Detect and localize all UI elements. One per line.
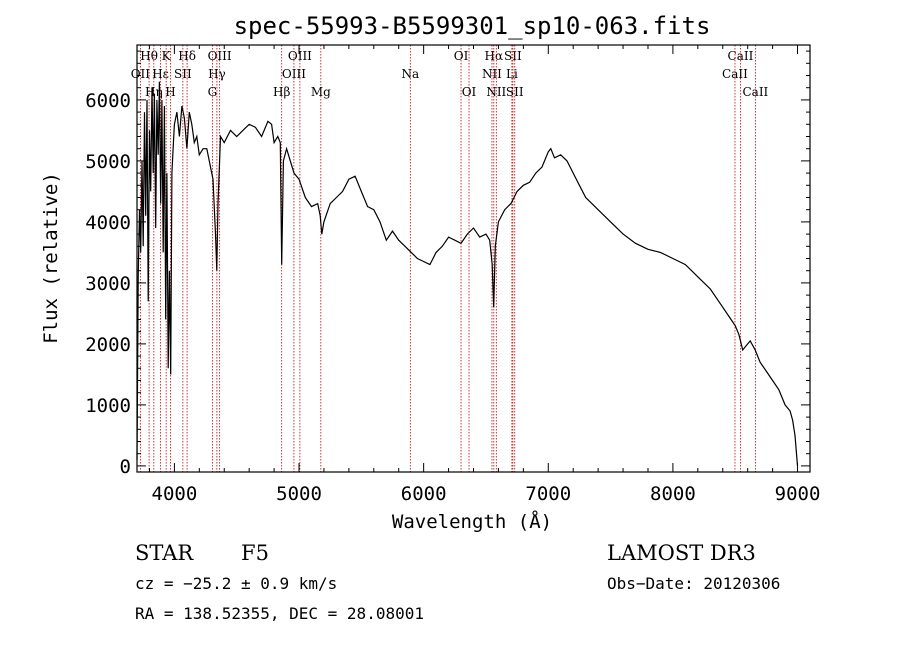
line-marker-label: OIII	[208, 49, 232, 63]
obs-date: Obs−Date: 20120306	[607, 574, 780, 593]
line-marker-label: OIII	[282, 67, 306, 81]
line-marker-label: OI	[462, 85, 477, 99]
line-marker-label: SII	[506, 85, 524, 99]
redshift-line: cz = −25.2 ± 0.9 km/s	[135, 574, 337, 593]
line-marker-label: OI	[454, 49, 469, 63]
x-tick-label: 8000	[650, 483, 696, 505]
line-marker-label: K	[162, 49, 172, 63]
line-marker-label: SII	[504, 49, 522, 63]
y-axis-label: Flux (relative)	[40, 172, 62, 344]
x-axis-ticks: 4000 5000 6000 7000 8000 9000	[148, 45, 821, 505]
chart-title: spec-55993-B5599301_sp10-063.fits	[234, 12, 711, 40]
line-marker-label: NII	[486, 85, 506, 99]
x-tick-label: 6000	[401, 483, 447, 505]
x-tick-label: 4000	[152, 483, 198, 505]
y-tick-label: 6000	[85, 90, 131, 112]
plot-frame	[136, 44, 811, 473]
line-marker-label: Hγ	[208, 67, 226, 81]
y-tick-label: 0	[120, 456, 131, 478]
y-tick-label: 1000	[85, 395, 131, 417]
y-axis-ticks: 0 1000 2000 3000 4000 5000 6000	[85, 50, 810, 478]
line-marker-label: Na	[401, 67, 419, 81]
y-tick-label: 2000	[85, 334, 131, 356]
line-marker-label: Li	[506, 67, 518, 81]
y-tick-label: 3000	[85, 273, 131, 295]
line-marker-label: CaII	[742, 85, 768, 99]
object-class: STAR	[135, 541, 194, 565]
line-marker-label: SII	[174, 67, 192, 81]
x-axis-label: Wavelength (Å)	[392, 510, 552, 533]
line-marker-label: NII	[482, 67, 502, 81]
y-tick-label: 5000	[85, 151, 131, 173]
line-marker-label: CaII	[728, 49, 754, 63]
object-subclass: F5	[241, 541, 269, 565]
line-marker-label: Hδ	[178, 49, 196, 63]
x-tick-label: 5000	[276, 483, 322, 505]
coordinates: RA = 138.52355, DEC = 28.08001	[135, 604, 424, 623]
line-marker-label: H	[165, 85, 175, 99]
line-marker-label: Hα	[485, 49, 504, 63]
line-marker-label: CaII	[722, 67, 748, 81]
line-marker-label: OIII	[288, 49, 312, 63]
line-markers-group: Hθ OII Hη Hε K H Hδ SII OIII Hγ G Hβ OIII OIII Mg Na OI O…	[131, 45, 769, 472]
line-marker-label: Hβ	[273, 85, 290, 99]
line-marker-label: OII	[131, 67, 151, 81]
line-marker-label: G	[208, 85, 218, 99]
line-marker-label: Hθ	[140, 49, 158, 63]
line-marker-label: Hη	[145, 85, 163, 99]
line-marker-label: Hε	[152, 67, 169, 81]
x-tick-label: 7000	[525, 483, 571, 505]
spectrum-line	[136, 81, 799, 466]
x-tick-label: 9000	[775, 483, 821, 505]
survey-name: LAMOST DR3	[607, 541, 756, 565]
y-tick-label: 4000	[85, 212, 131, 234]
line-marker-label: Mg	[311, 85, 331, 99]
